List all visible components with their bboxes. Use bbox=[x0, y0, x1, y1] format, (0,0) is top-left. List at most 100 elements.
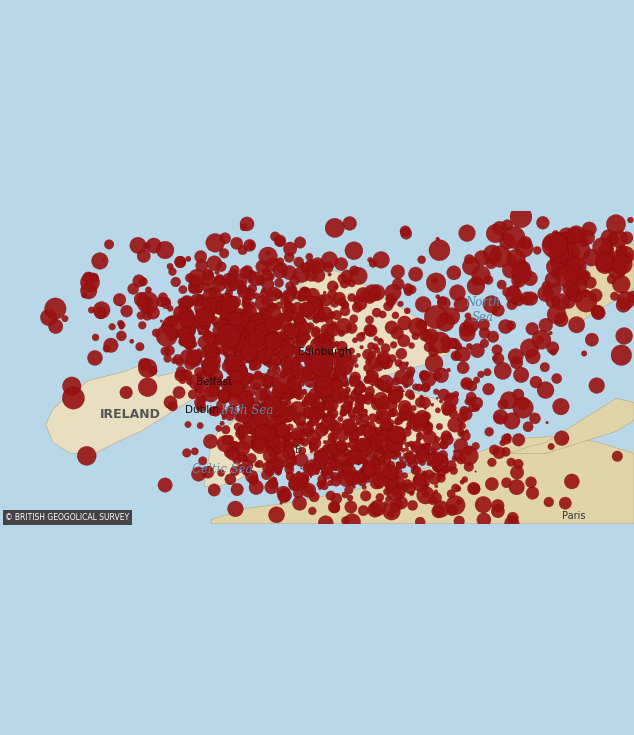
Point bbox=[401, 406, 411, 418]
Point bbox=[352, 386, 362, 398]
Point bbox=[221, 424, 231, 436]
Point bbox=[294, 412, 304, 424]
Point bbox=[434, 465, 444, 476]
Point bbox=[116, 330, 126, 342]
Point bbox=[269, 339, 279, 351]
Point bbox=[365, 314, 375, 326]
Point bbox=[280, 412, 290, 423]
Point bbox=[209, 382, 219, 394]
Point bbox=[332, 381, 342, 392]
Point bbox=[348, 451, 358, 462]
Point bbox=[259, 355, 269, 367]
Point bbox=[299, 417, 309, 429]
Point bbox=[269, 406, 279, 418]
Point bbox=[452, 350, 462, 362]
Point bbox=[358, 289, 368, 301]
Point bbox=[274, 387, 284, 398]
Point bbox=[447, 504, 457, 516]
Point bbox=[399, 470, 410, 481]
Point bbox=[464, 450, 474, 462]
Point bbox=[330, 409, 340, 421]
Point bbox=[233, 421, 243, 433]
Point bbox=[260, 399, 270, 411]
Point bbox=[376, 412, 386, 423]
Point bbox=[369, 395, 379, 406]
Point bbox=[206, 375, 216, 387]
Point bbox=[393, 437, 403, 449]
Point bbox=[335, 413, 346, 425]
Point bbox=[394, 460, 404, 472]
Point bbox=[431, 492, 441, 503]
Point bbox=[420, 448, 430, 460]
Point bbox=[363, 367, 373, 379]
Point bbox=[316, 354, 327, 365]
Point bbox=[313, 299, 323, 311]
Point bbox=[294, 467, 304, 479]
Point bbox=[274, 401, 284, 413]
Point bbox=[214, 279, 224, 291]
Point bbox=[349, 393, 359, 405]
Point bbox=[306, 380, 316, 392]
Point bbox=[502, 431, 512, 443]
Point bbox=[463, 445, 473, 456]
Point bbox=[268, 361, 278, 373]
Polygon shape bbox=[564, 244, 634, 321]
Point bbox=[293, 473, 303, 485]
Point bbox=[264, 304, 275, 316]
Point bbox=[354, 378, 365, 390]
Point bbox=[67, 380, 77, 392]
Point bbox=[205, 367, 216, 379]
Point bbox=[249, 474, 259, 486]
Point bbox=[332, 492, 342, 504]
Point bbox=[387, 384, 398, 395]
Point bbox=[564, 296, 574, 308]
Point bbox=[259, 349, 269, 361]
Point bbox=[279, 356, 289, 368]
Point bbox=[304, 426, 314, 438]
Point bbox=[283, 354, 293, 365]
Point bbox=[191, 294, 202, 306]
Point bbox=[470, 440, 481, 452]
Point bbox=[250, 440, 261, 451]
Point bbox=[271, 318, 281, 329]
Point bbox=[324, 314, 334, 326]
Point bbox=[265, 432, 275, 444]
Point bbox=[219, 412, 229, 423]
Point bbox=[457, 420, 467, 431]
Point bbox=[483, 274, 493, 286]
Point bbox=[386, 431, 396, 443]
Point bbox=[387, 442, 397, 453]
Point bbox=[281, 346, 291, 358]
Point bbox=[256, 388, 266, 400]
Point bbox=[210, 315, 220, 326]
Point bbox=[380, 343, 391, 354]
Point bbox=[283, 444, 294, 456]
Point bbox=[416, 450, 426, 462]
Point bbox=[306, 446, 316, 458]
Point bbox=[273, 467, 283, 478]
Point bbox=[214, 334, 224, 345]
Point bbox=[300, 428, 310, 440]
Point bbox=[378, 452, 389, 464]
Point bbox=[307, 398, 318, 409]
Point bbox=[236, 326, 247, 338]
Point bbox=[306, 299, 316, 311]
Point bbox=[250, 409, 261, 420]
Point bbox=[586, 251, 597, 263]
Point bbox=[360, 405, 370, 417]
Point bbox=[399, 317, 410, 329]
Point bbox=[462, 426, 472, 437]
Point bbox=[377, 401, 387, 413]
Point bbox=[415, 397, 425, 409]
Point bbox=[540, 362, 550, 373]
Point bbox=[375, 377, 385, 389]
Point bbox=[600, 245, 611, 257]
Point bbox=[342, 384, 353, 396]
Point bbox=[372, 442, 382, 454]
Point bbox=[138, 276, 148, 287]
Point bbox=[316, 478, 326, 490]
Point bbox=[466, 395, 476, 406]
Point bbox=[256, 414, 266, 426]
Point bbox=[351, 473, 361, 485]
Point bbox=[363, 373, 373, 384]
